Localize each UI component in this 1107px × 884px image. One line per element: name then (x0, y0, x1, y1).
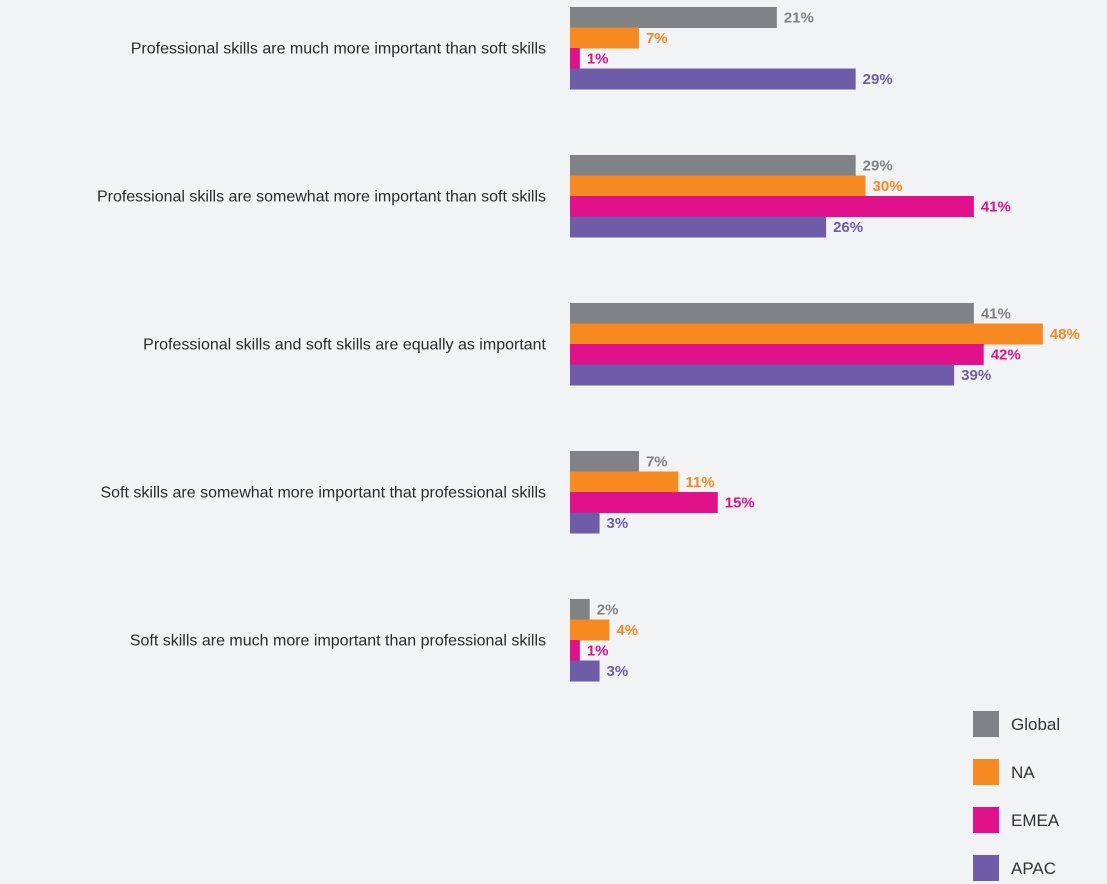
bar-global (570, 451, 639, 472)
bar-apac (570, 68, 856, 90)
bar-emea (570, 196, 974, 217)
bar-global (570, 155, 856, 176)
data-label: 7% (646, 30, 668, 47)
bar-global (570, 7, 777, 28)
bar-na (570, 175, 866, 197)
bar-na (570, 619, 610, 641)
bar-global (570, 303, 974, 324)
legend-label: EMEA (1011, 811, 1060, 830)
data-label: 2% (597, 602, 619, 619)
legend: Global NA EMEA APAC (973, 711, 1060, 881)
bar-na (570, 323, 1043, 345)
category-label: Professional skills and soft skills are … (143, 337, 546, 354)
data-label: 15% (725, 495, 755, 512)
legend-label: NA (1011, 763, 1035, 782)
legend-label: Global (1011, 715, 1060, 734)
category-label: Professional skills are somewhat more im… (97, 189, 546, 206)
data-label: 48% (1050, 326, 1080, 343)
data-label: 42% (991, 347, 1021, 364)
category-label: Soft skills are much more important than… (130, 633, 546, 650)
legend-label: APAC (1011, 859, 1056, 878)
legend-swatch-apac (973, 855, 999, 881)
data-label: 26% (833, 219, 863, 236)
data-label: 39% (961, 367, 991, 384)
bar-apac (570, 512, 600, 534)
data-label: 7% (646, 454, 668, 471)
bar-emea (570, 640, 580, 661)
bar-na (570, 471, 679, 493)
data-label: 1% (587, 643, 609, 660)
bar-apac (570, 364, 955, 386)
legend-swatch-na (973, 759, 999, 785)
bar-apac (570, 216, 827, 238)
bar-na (570, 27, 639, 49)
data-label: 3% (607, 663, 629, 680)
data-label: 29% (863, 71, 893, 88)
data-label: 30% (873, 178, 903, 195)
data-label: 11% (685, 474, 714, 491)
data-label: 3% (607, 515, 629, 532)
data-label: 41% (981, 306, 1011, 323)
data-label: 4% (616, 622, 638, 639)
bar-global (570, 599, 590, 620)
category-label: Professional skills are much more import… (131, 41, 546, 58)
category-label: Soft skills are somewhat more important … (100, 485, 546, 502)
data-label: 41% (981, 199, 1011, 216)
bar-emea (570, 492, 718, 513)
plot-area: Professional skills are much more import… (97, 7, 1080, 682)
data-label: 29% (863, 158, 893, 175)
bar-emea (570, 344, 984, 365)
legend-swatch-global (973, 711, 999, 737)
data-label: 1% (587, 51, 609, 68)
data-label: 21% (784, 10, 814, 27)
bar-emea (570, 48, 580, 69)
bar-apac (570, 660, 600, 682)
legend-swatch-emea (973, 807, 999, 833)
